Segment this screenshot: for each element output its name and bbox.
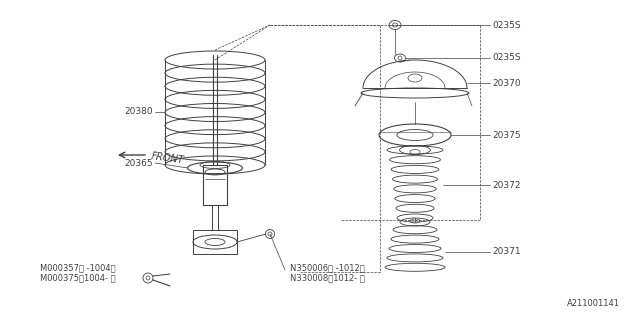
Text: 20365: 20365 (124, 158, 153, 167)
Text: 0235S: 0235S (492, 53, 520, 62)
Text: 20371: 20371 (492, 247, 520, 257)
Text: FRONT: FRONT (150, 151, 184, 165)
Text: N330008（1012- ）: N330008（1012- ） (290, 274, 365, 283)
Bar (193, 230, 237, 254)
Text: 20370: 20370 (492, 78, 520, 87)
Text: 0235S: 0235S (492, 20, 520, 29)
Text: 20380: 20380 (124, 108, 153, 116)
Text: 20372: 20372 (492, 180, 520, 189)
Text: A211001141: A211001141 (567, 299, 620, 308)
Text: M000375（1004- ）: M000375（1004- ） (40, 274, 116, 283)
Text: M000357（ -1004）: M000357（ -1004） (40, 263, 116, 273)
Text: N350006（ -1012）: N350006（ -1012） (290, 263, 365, 273)
Text: 20375: 20375 (492, 131, 520, 140)
